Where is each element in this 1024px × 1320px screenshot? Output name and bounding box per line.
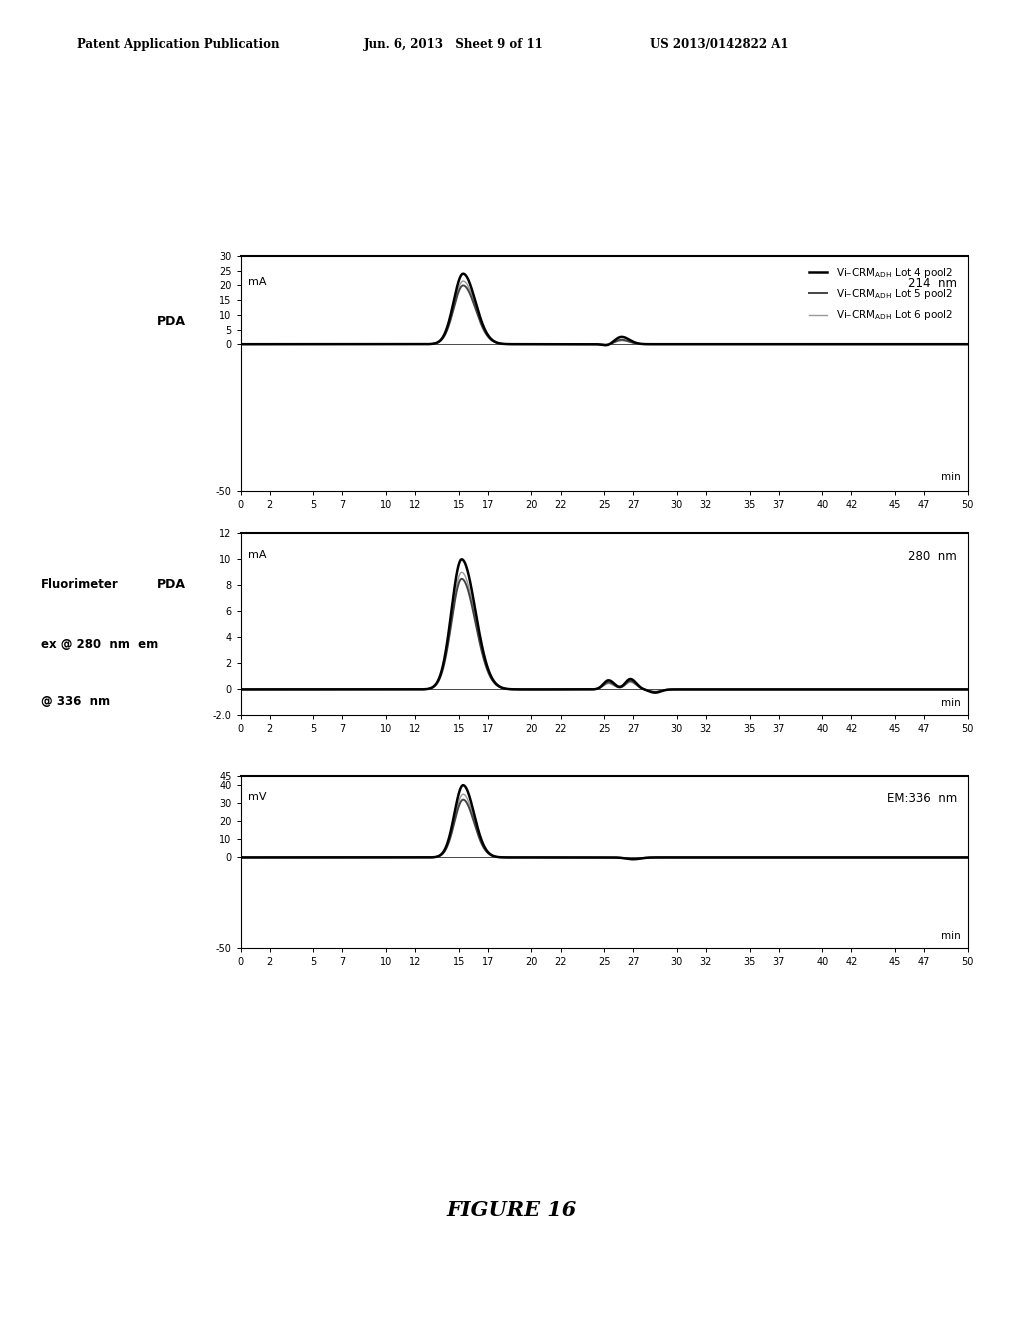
- Legend: Vi–CRM$_{\mathregular{ADH}}$ Lot 4 pool2, Vi–CRM$_{\mathregular{ADH}}$ Lot 5 poo: Vi–CRM$_{\mathregular{ADH}}$ Lot 4 pool2…: [805, 261, 957, 326]
- Text: Jun. 6, 2013   Sheet 9 of 11: Jun. 6, 2013 Sheet 9 of 11: [364, 38, 544, 51]
- Text: min: min: [941, 931, 961, 941]
- Text: 280  nm: 280 nm: [908, 549, 956, 562]
- Text: ex @ 280  nm  em: ex @ 280 nm em: [41, 638, 159, 651]
- Text: Patent Application Publication: Patent Application Publication: [77, 38, 280, 51]
- Text: FIGURE 16: FIGURE 16: [446, 1200, 578, 1221]
- Text: EM:336  nm: EM:336 nm: [887, 792, 956, 805]
- Text: @ 336  nm: @ 336 nm: [41, 694, 111, 708]
- Text: US 2013/0142822 A1: US 2013/0142822 A1: [650, 38, 788, 51]
- Text: mA: mA: [248, 277, 266, 288]
- Text: mV: mV: [248, 792, 266, 801]
- Text: min: min: [941, 698, 961, 708]
- Text: min: min: [941, 471, 961, 482]
- Text: PDA: PDA: [157, 315, 186, 329]
- Text: 214  nm: 214 nm: [907, 277, 956, 290]
- Text: mA: mA: [248, 549, 266, 560]
- Text: Fluorimeter: Fluorimeter: [41, 578, 119, 591]
- Text: PDA: PDA: [157, 578, 186, 591]
